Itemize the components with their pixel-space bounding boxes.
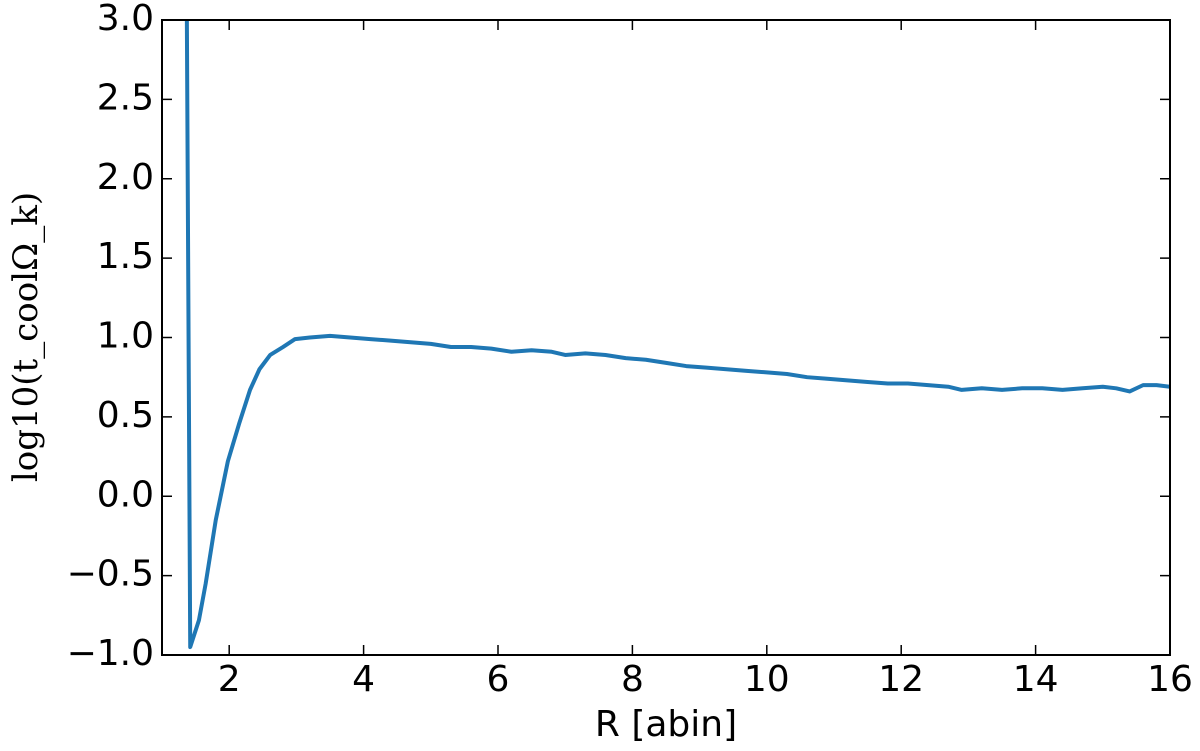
- y-tick-label: 1.0: [97, 316, 154, 357]
- plot-frame: [161, 19, 1171, 656]
- x-axis-label: R [abin]: [595, 704, 737, 745]
- y-tick-label: 3.0: [97, 0, 154, 39]
- data-line: [184, 20, 1170, 650]
- x-tick-label: 16: [1147, 659, 1193, 700]
- x-tick-label: 6: [487, 659, 510, 700]
- x-tick-label: 2: [218, 659, 241, 700]
- y-tick-label: 0.5: [97, 395, 154, 436]
- x-tick-label: 12: [878, 659, 924, 700]
- y-tick-label: 2.0: [97, 157, 154, 198]
- y-tick-label: 1.5: [97, 236, 154, 277]
- x-tick-label: 8: [621, 659, 644, 700]
- x-tick-label: 4: [352, 659, 375, 700]
- y-tick-label: −0.5: [67, 554, 154, 595]
- y-tick-label: 0.0: [97, 474, 154, 515]
- x-tick-label: 14: [1013, 659, 1059, 700]
- y-tick-label: −1.0: [67, 633, 154, 674]
- y-axis-label: log10(t_coolΩ_k): [6, 192, 46, 482]
- x-tick-label: 10: [744, 659, 790, 700]
- y-tick-label: 2.5: [97, 77, 154, 118]
